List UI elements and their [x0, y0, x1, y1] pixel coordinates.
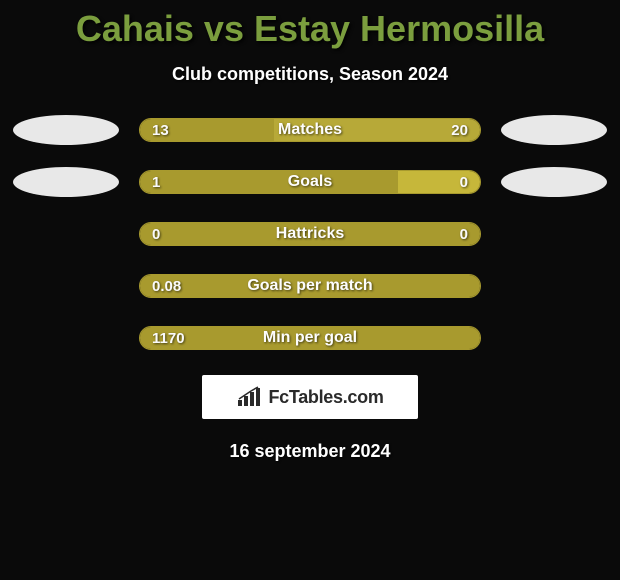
player-ellipse-right	[501, 323, 607, 353]
stat-bar-left: 1	[140, 171, 398, 193]
stat-val-left: 1170	[152, 330, 185, 347]
stat-val-left: 13	[152, 122, 169, 139]
player-ellipse-right	[501, 219, 607, 249]
stat-row: 13 20 Matches	[0, 115, 620, 145]
player-ellipse-left	[13, 115, 119, 145]
brand-badge: FcTables.com	[202, 375, 418, 419]
page-title: Cahais vs Estay Hermosilla	[0, 0, 620, 50]
stat-bar-right	[468, 275, 480, 297]
player-ellipse-left	[13, 323, 119, 353]
bar-chart-icon	[236, 386, 262, 408]
stat-row: 00Hattricks	[0, 219, 620, 249]
player-ellipse-left	[13, 271, 119, 301]
stat-bar-right	[468, 327, 480, 349]
stat-rows: 1320Matches10Goals00Hattricks0.08Goals p…	[0, 115, 620, 353]
stat-val-right: 0	[460, 174, 468, 191]
player-ellipse-right	[501, 271, 607, 301]
stat-row: 1170 Min per goal	[0, 323, 620, 353]
stat-row: 1 0 Goals	[0, 167, 620, 197]
brand-text: FcTables.com	[268, 387, 383, 408]
stat-bar: 00Hattricks	[139, 222, 481, 246]
stat-bar: 0.08 Goals per match	[139, 274, 481, 298]
player-ellipse-right	[501, 115, 607, 145]
stat-val-right: 20	[451, 122, 468, 139]
footer-date: 16 september 2024	[0, 441, 620, 462]
stat-val-left: 0.08	[152, 278, 181, 295]
stat-bar-right: 0	[468, 223, 480, 245]
stat-bar: 13 20 Matches	[139, 118, 481, 142]
page-subtitle: Club competitions, Season 2024	[0, 64, 620, 85]
stat-label: Goals per match	[247, 277, 372, 295]
stat-bar-right: 0	[398, 171, 480, 193]
stat-val-right: 0	[460, 226, 468, 243]
player-ellipse-left	[13, 219, 119, 249]
stat-val-left: 0	[152, 226, 160, 243]
stat-bar: 1170 Min per goal	[139, 326, 481, 350]
player-ellipse-left	[13, 167, 119, 197]
stat-label: Matches	[278, 121, 342, 139]
player-ellipse-right	[501, 167, 607, 197]
stat-bar: 1 0 Goals	[139, 170, 481, 194]
stat-label: Hattricks	[276, 225, 344, 243]
stat-row: 0.08 Goals per match	[0, 271, 620, 301]
stat-val-left: 1	[152, 174, 160, 191]
stat-bar-left: 13	[140, 119, 274, 141]
stat-label: Min per goal	[263, 329, 357, 347]
stat-label: Goals	[288, 173, 332, 191]
